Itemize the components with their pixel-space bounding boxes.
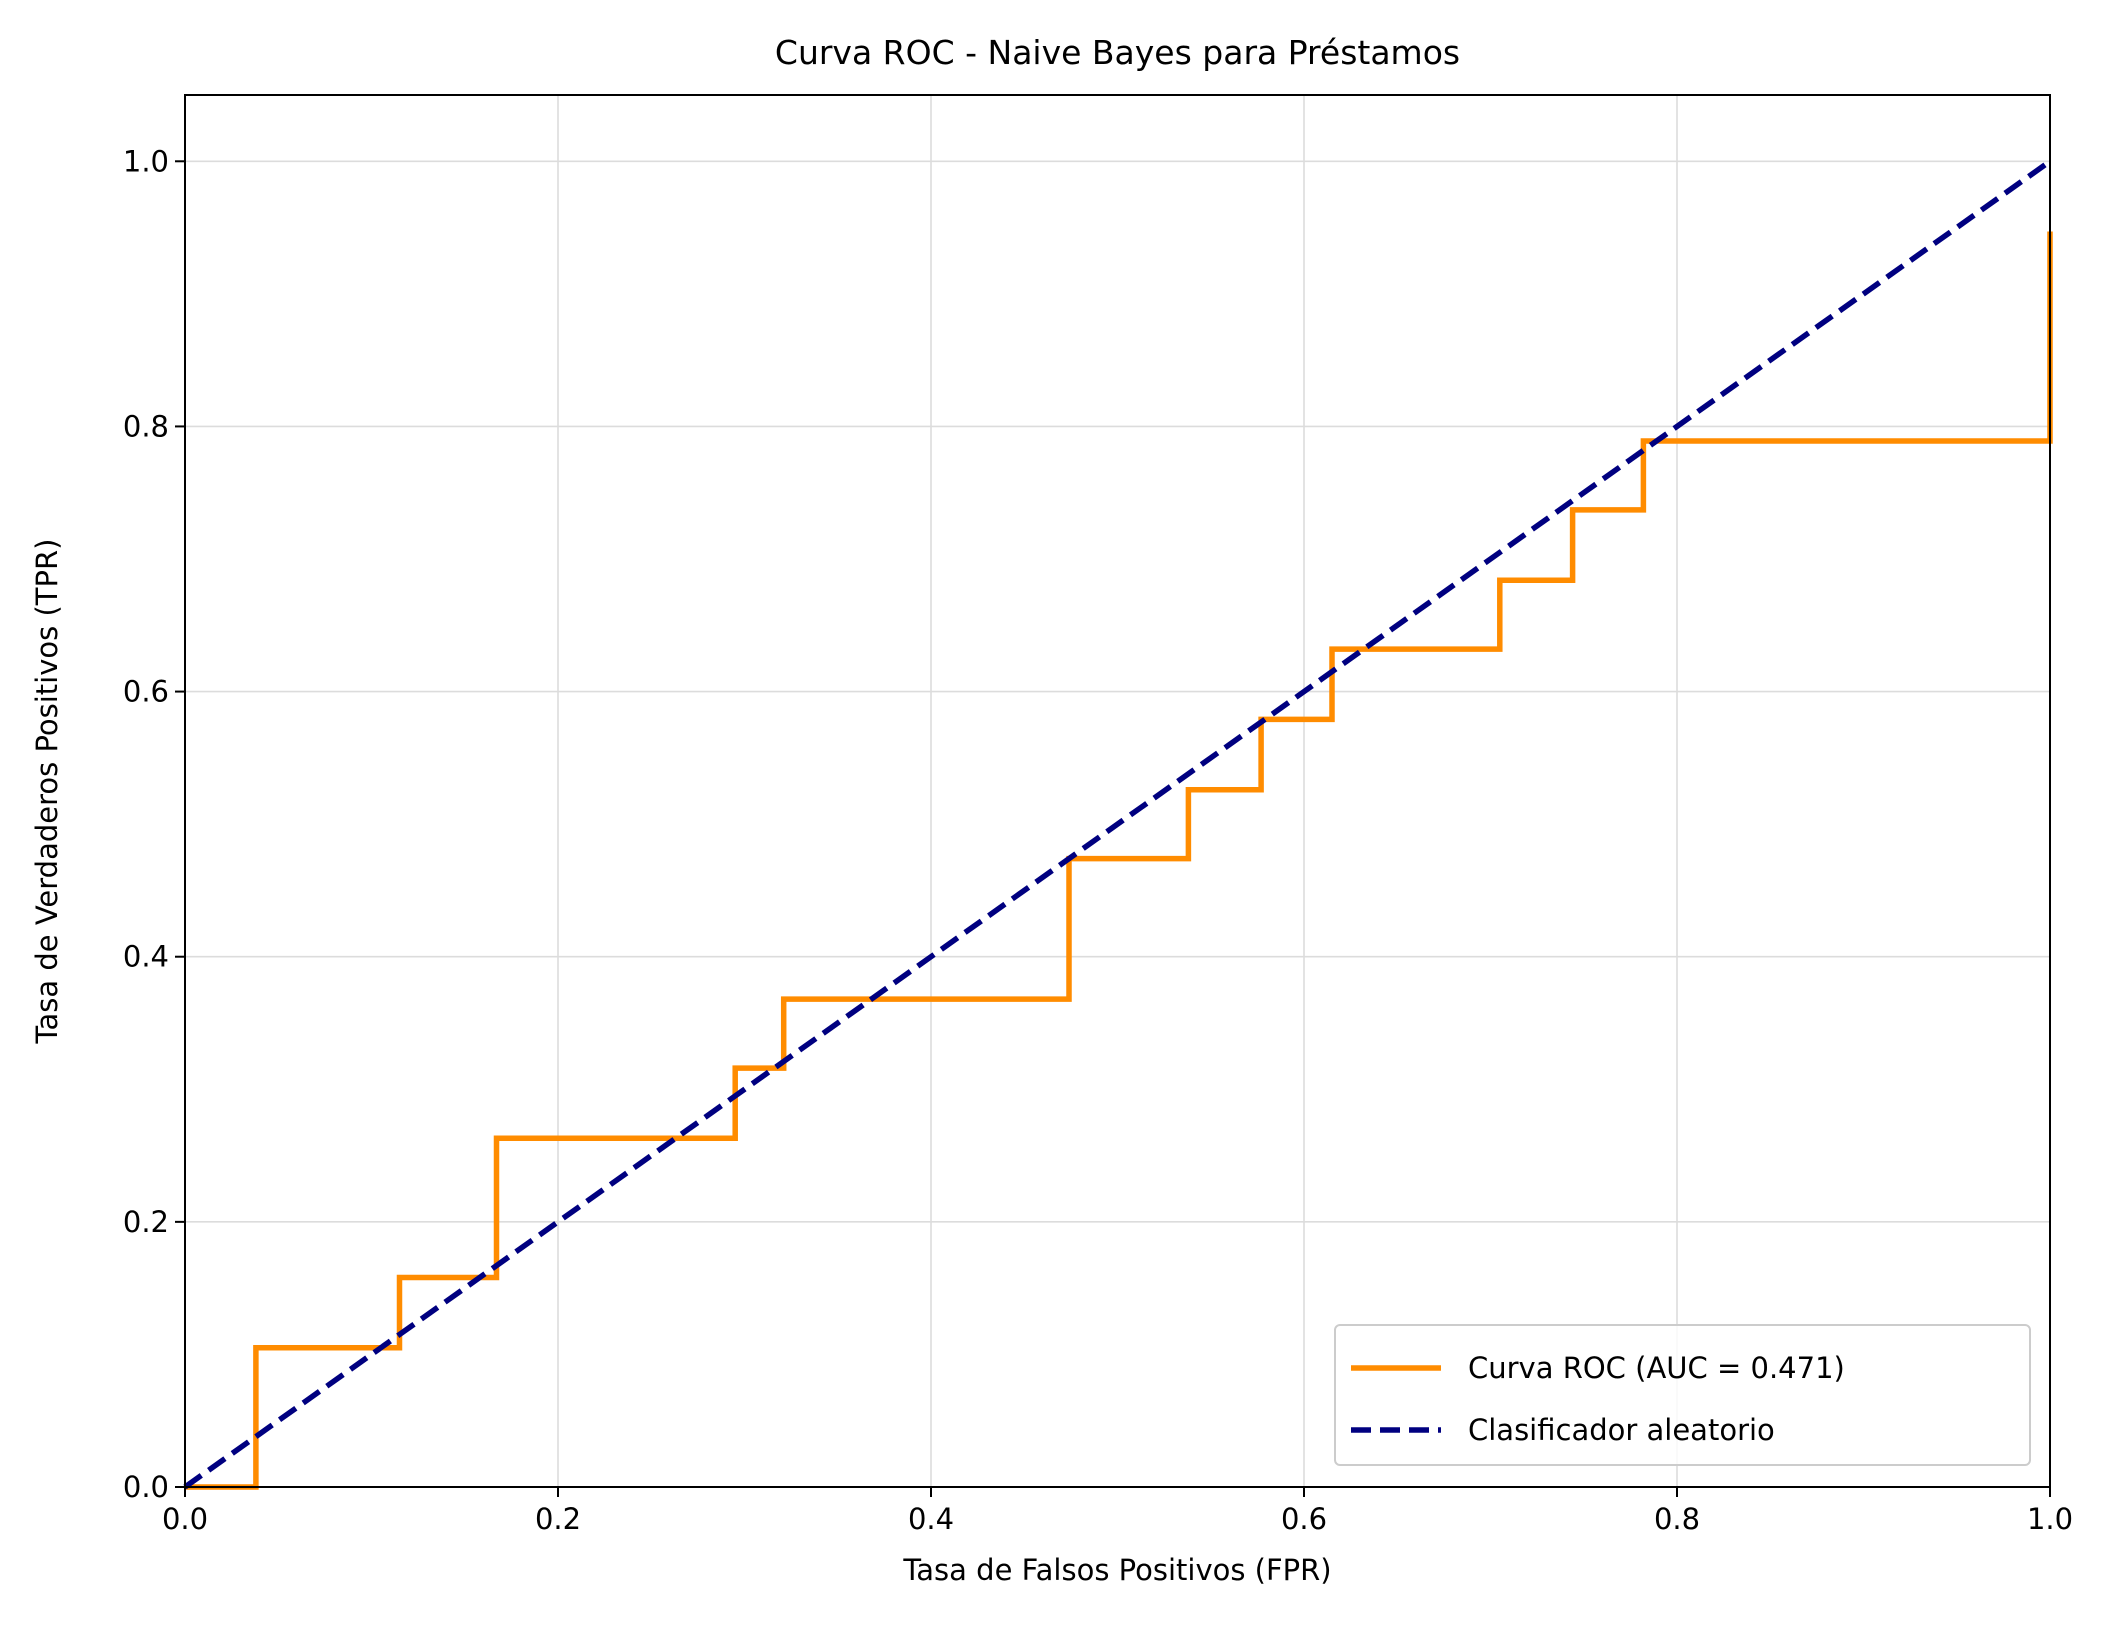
axis-ticks: 0.0 0.2 0.4 0.6 0.8 1.0 0.0 0.2 0.4 0.6 0.8 1.0 — [123, 144, 2073, 1536]
y-tick-label: 0.2 — [123, 1205, 169, 1239]
legend-entry-label: Clasificador aleatorio — [1468, 1413, 1775, 1447]
series-lines — [183, 159, 2053, 1490]
chart-title: Curva ROC - Naive Bayes para Préstamos — [775, 33, 1460, 72]
x-tick-label: 0.6 — [1281, 1502, 1327, 1536]
legend-box — [1334, 1324, 2031, 1466]
x-tick-label: 0.4 — [908, 1502, 954, 1536]
legend-entry-label: Curva ROC (AUC = 0.471) — [1468, 1351, 1845, 1385]
x-axis-label: Tasa de Falsos Positivos (FPR) — [902, 1553, 1331, 1587]
legend: Curva ROC (AUC = 0.471) Clasificador alea… — [1334, 1324, 2031, 1466]
x-tick-label: 0.8 — [1654, 1502, 1700, 1536]
y-tick-label: 0.0 — [123, 1470, 169, 1504]
y-axis-label: Tasa de Verdaderos Positivos (TPR) — [30, 539, 64, 1045]
roc-curve-line — [185, 231, 2053, 1490]
x-tick-label: 1.0 — [2027, 1502, 2073, 1536]
y-tick-label: 0.4 — [123, 940, 169, 974]
x-tick-label: 0.0 — [162, 1502, 208, 1536]
y-tick-label: 1.0 — [123, 144, 169, 178]
y-tick-label: 0.8 — [123, 409, 169, 443]
y-tick-label: 0.6 — [123, 675, 169, 709]
random-classifier-line — [183, 159, 2052, 1490]
plot-frame — [184, 94, 2051, 1488]
x-tick-label: 0.2 — [535, 1502, 581, 1536]
